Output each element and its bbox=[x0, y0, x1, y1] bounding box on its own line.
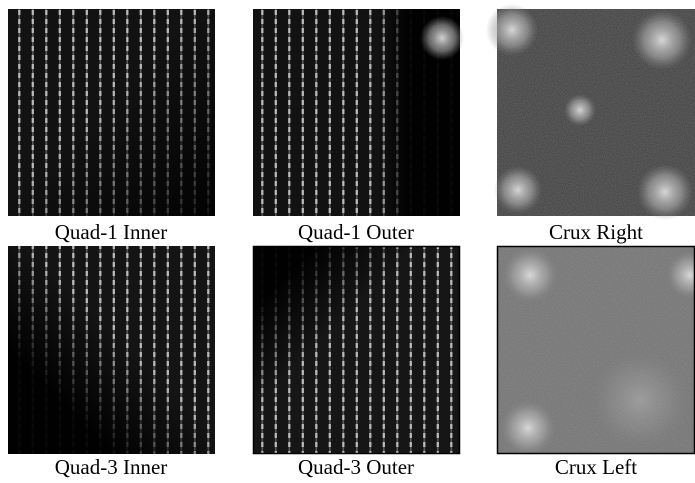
caption: Crux Right bbox=[549, 220, 643, 244]
image-panel bbox=[253, 246, 460, 454]
image-panel bbox=[253, 9, 464, 216]
image-panel bbox=[497, 246, 695, 456]
image-panel bbox=[486, 4, 695, 220]
caption: Quad-3 Outer bbox=[298, 455, 414, 479]
figure: Quad-1 Inner Quad-1 Outer Crux Right Qua… bbox=[0, 0, 695, 483]
page: {"panels": [ {"caption": "Quad-1 Inner"}… bbox=[0, 0, 695, 483]
caption: Crux Left bbox=[555, 455, 637, 479]
image-panel bbox=[8, 246, 215, 454]
caption: Quad-3 Inner bbox=[55, 455, 168, 479]
image-panel bbox=[8, 9, 215, 216]
caption: Quad-1 Inner bbox=[55, 220, 168, 244]
caption: Quad-1 Outer bbox=[298, 220, 414, 244]
